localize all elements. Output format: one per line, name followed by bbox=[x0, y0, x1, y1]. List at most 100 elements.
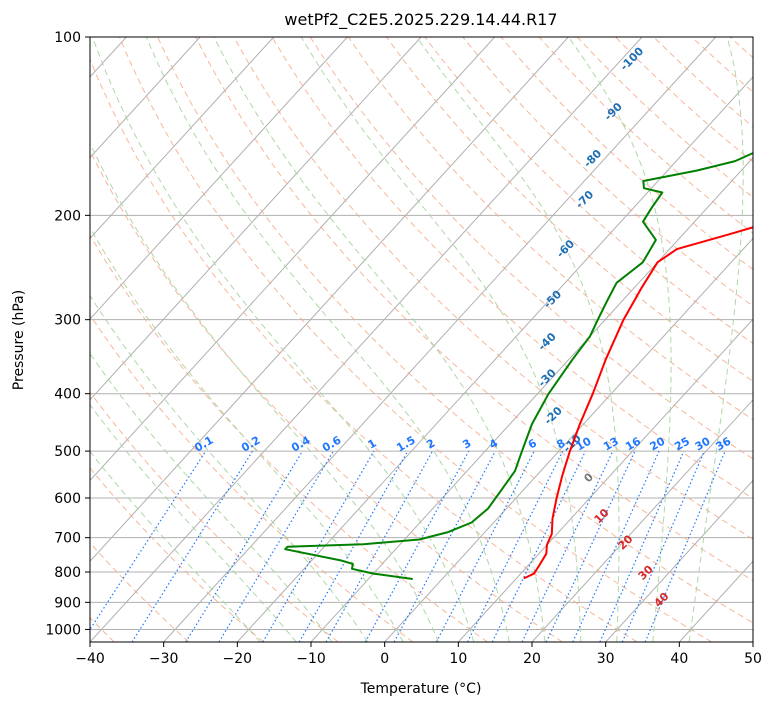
mixing-ratio-line bbox=[491, 450, 586, 642]
dry-adiabat-line bbox=[615, 37, 753, 163]
mixing-ratio-line bbox=[644, 450, 726, 642]
isotherm-line bbox=[90, 37, 569, 563]
x-tick-label: −40 bbox=[75, 651, 105, 667]
dry-adiabat-label: 30 bbox=[636, 563, 656, 583]
moist-adiabat-line bbox=[90, 294, 369, 642]
mixing-ratio-line bbox=[545, 450, 636, 642]
moist-adiabat-line bbox=[568, 37, 672, 642]
moist-adiabat-line bbox=[688, 37, 744, 642]
x-tick-label: −20 bbox=[223, 651, 253, 667]
y-tick-label: 200 bbox=[54, 208, 81, 224]
dry-adiabat-line bbox=[90, 149, 563, 642]
mixing-ratio-label: 3 bbox=[460, 437, 473, 452]
x-tick-label: 50 bbox=[744, 651, 762, 667]
dry-adiabat-line bbox=[386, 37, 753, 382]
mixing-ratio-line bbox=[393, 450, 496, 642]
y-tick-label: 600 bbox=[54, 491, 81, 507]
isotherm-line bbox=[90, 37, 496, 482]
dry-adiabat-label: -100 bbox=[618, 44, 647, 73]
dry-adiabat-line bbox=[347, 37, 753, 421]
dry-adiabat-line bbox=[576, 37, 753, 198]
dry-adiabat-label: -40 bbox=[536, 330, 559, 353]
y-tick-label: 1000 bbox=[45, 622, 81, 638]
dry-adiabat-line bbox=[90, 234, 488, 642]
dry-adiabat-line bbox=[157, 37, 753, 624]
isotherm-line bbox=[90, 37, 201, 159]
mixing-ratio-line bbox=[325, 450, 434, 642]
isotherm-line bbox=[457, 318, 753, 642]
mixing-ratio-line bbox=[218, 450, 334, 642]
moist-adiabat-line bbox=[90, 403, 297, 642]
y-tick-label: 100 bbox=[54, 30, 81, 46]
plot-frame bbox=[89, 36, 754, 643]
mixing-ratio-label: 4 bbox=[487, 436, 500, 451]
dry-adiabat-line bbox=[309, 37, 753, 460]
x-tick-label: 30 bbox=[597, 651, 615, 667]
isotherm-line bbox=[90, 37, 348, 320]
moist-adiabat-line bbox=[145, 37, 510, 642]
dry-adiabat-line bbox=[195, 37, 753, 582]
chart-series bbox=[284, 151, 753, 580]
y-axis-label: Pressure (hPa) bbox=[11, 290, 27, 390]
moist-adiabat-line bbox=[90, 142, 439, 642]
mixing-ratio-line bbox=[262, 450, 375, 642]
moist-adiabat-line bbox=[416, 37, 620, 642]
dewpoint-line bbox=[284, 151, 753, 580]
mixing-ratio-label: 2 bbox=[424, 437, 437, 452]
y-tick-label: 800 bbox=[54, 565, 81, 581]
dry-adiabat-line bbox=[90, 542, 190, 642]
mixing-ratio-line bbox=[185, 450, 304, 642]
dry-adiabat-line bbox=[653, 37, 753, 128]
y-tick-label: 700 bbox=[54, 531, 81, 547]
isotherm-line bbox=[90, 37, 643, 642]
x-tick-label: −30 bbox=[149, 651, 179, 667]
dry-adiabat-line bbox=[538, 37, 753, 234]
y-tick-label: 400 bbox=[54, 387, 81, 403]
mixing-ratio-line bbox=[521, 450, 614, 642]
mixing-ratio-line bbox=[621, 450, 705, 642]
y-tick-label: 300 bbox=[54, 313, 81, 329]
chart-grid bbox=[90, 37, 775, 642]
chart-title: wetPf2_C2E5.2025.229.14.44.R17 bbox=[284, 10, 557, 30]
dry-adiabat-line bbox=[233, 37, 753, 540]
x-tick-label: 20 bbox=[523, 651, 541, 667]
mixing-ratio-line bbox=[298, 450, 409, 642]
moist-adiabat-line bbox=[90, 226, 404, 642]
moist-adiabat-line bbox=[90, 352, 333, 642]
x-tick-label: −10 bbox=[296, 651, 326, 667]
mixing-ratio-line bbox=[466, 450, 564, 642]
dry-adiabat-label: -60 bbox=[554, 237, 577, 260]
mixing-ratio-label: 6 bbox=[526, 436, 539, 451]
dry-adiabat-line bbox=[768, 37, 775, 642]
moist-adiabat-line bbox=[300, 37, 582, 642]
dry-adiabat-label: -80 bbox=[581, 147, 604, 170]
mixing-ratio-line bbox=[572, 450, 660, 642]
moist-adiabat-line bbox=[213, 37, 546, 642]
dry-adiabat-line bbox=[118, 37, 712, 642]
mixing-ratio-line bbox=[364, 450, 470, 642]
dry-adiabat-line bbox=[271, 37, 753, 500]
dry-adiabat-line bbox=[90, 58, 638, 642]
dry-adiabat-label: 10 bbox=[592, 506, 612, 526]
x-axis-label: Temperature (°C) bbox=[360, 681, 482, 697]
isotherm-line bbox=[163, 37, 717, 642]
dry-adiabat-line bbox=[90, 467, 264, 642]
isotherm-line bbox=[384, 237, 753, 642]
x-tick-label: 10 bbox=[449, 651, 467, 667]
isotherm-line bbox=[90, 37, 422, 401]
mixing-ratio-line bbox=[90, 450, 207, 631]
isotherm-line bbox=[605, 479, 753, 642]
y-axis: 100 200 300 400 500 600 700 800 900 1000 bbox=[45, 30, 90, 638]
x-axis: −40 −30 −20 −10 0 10 20 30 40 50 bbox=[75, 642, 762, 667]
moist-adiabat-line bbox=[90, 450, 261, 642]
x-tick-label: 0 bbox=[380, 651, 389, 667]
dry-adiabat-label: -50 bbox=[541, 288, 564, 311]
moist-adiabat-line bbox=[91, 37, 475, 642]
isotherm-line bbox=[752, 641, 753, 642]
isotherm-line bbox=[531, 399, 753, 642]
dry-adiabat-line bbox=[691, 37, 753, 93]
isotherm-line bbox=[236, 76, 753, 642]
dry-adiabat-label: -90 bbox=[602, 100, 625, 123]
mixing-ratio-line bbox=[131, 450, 254, 642]
